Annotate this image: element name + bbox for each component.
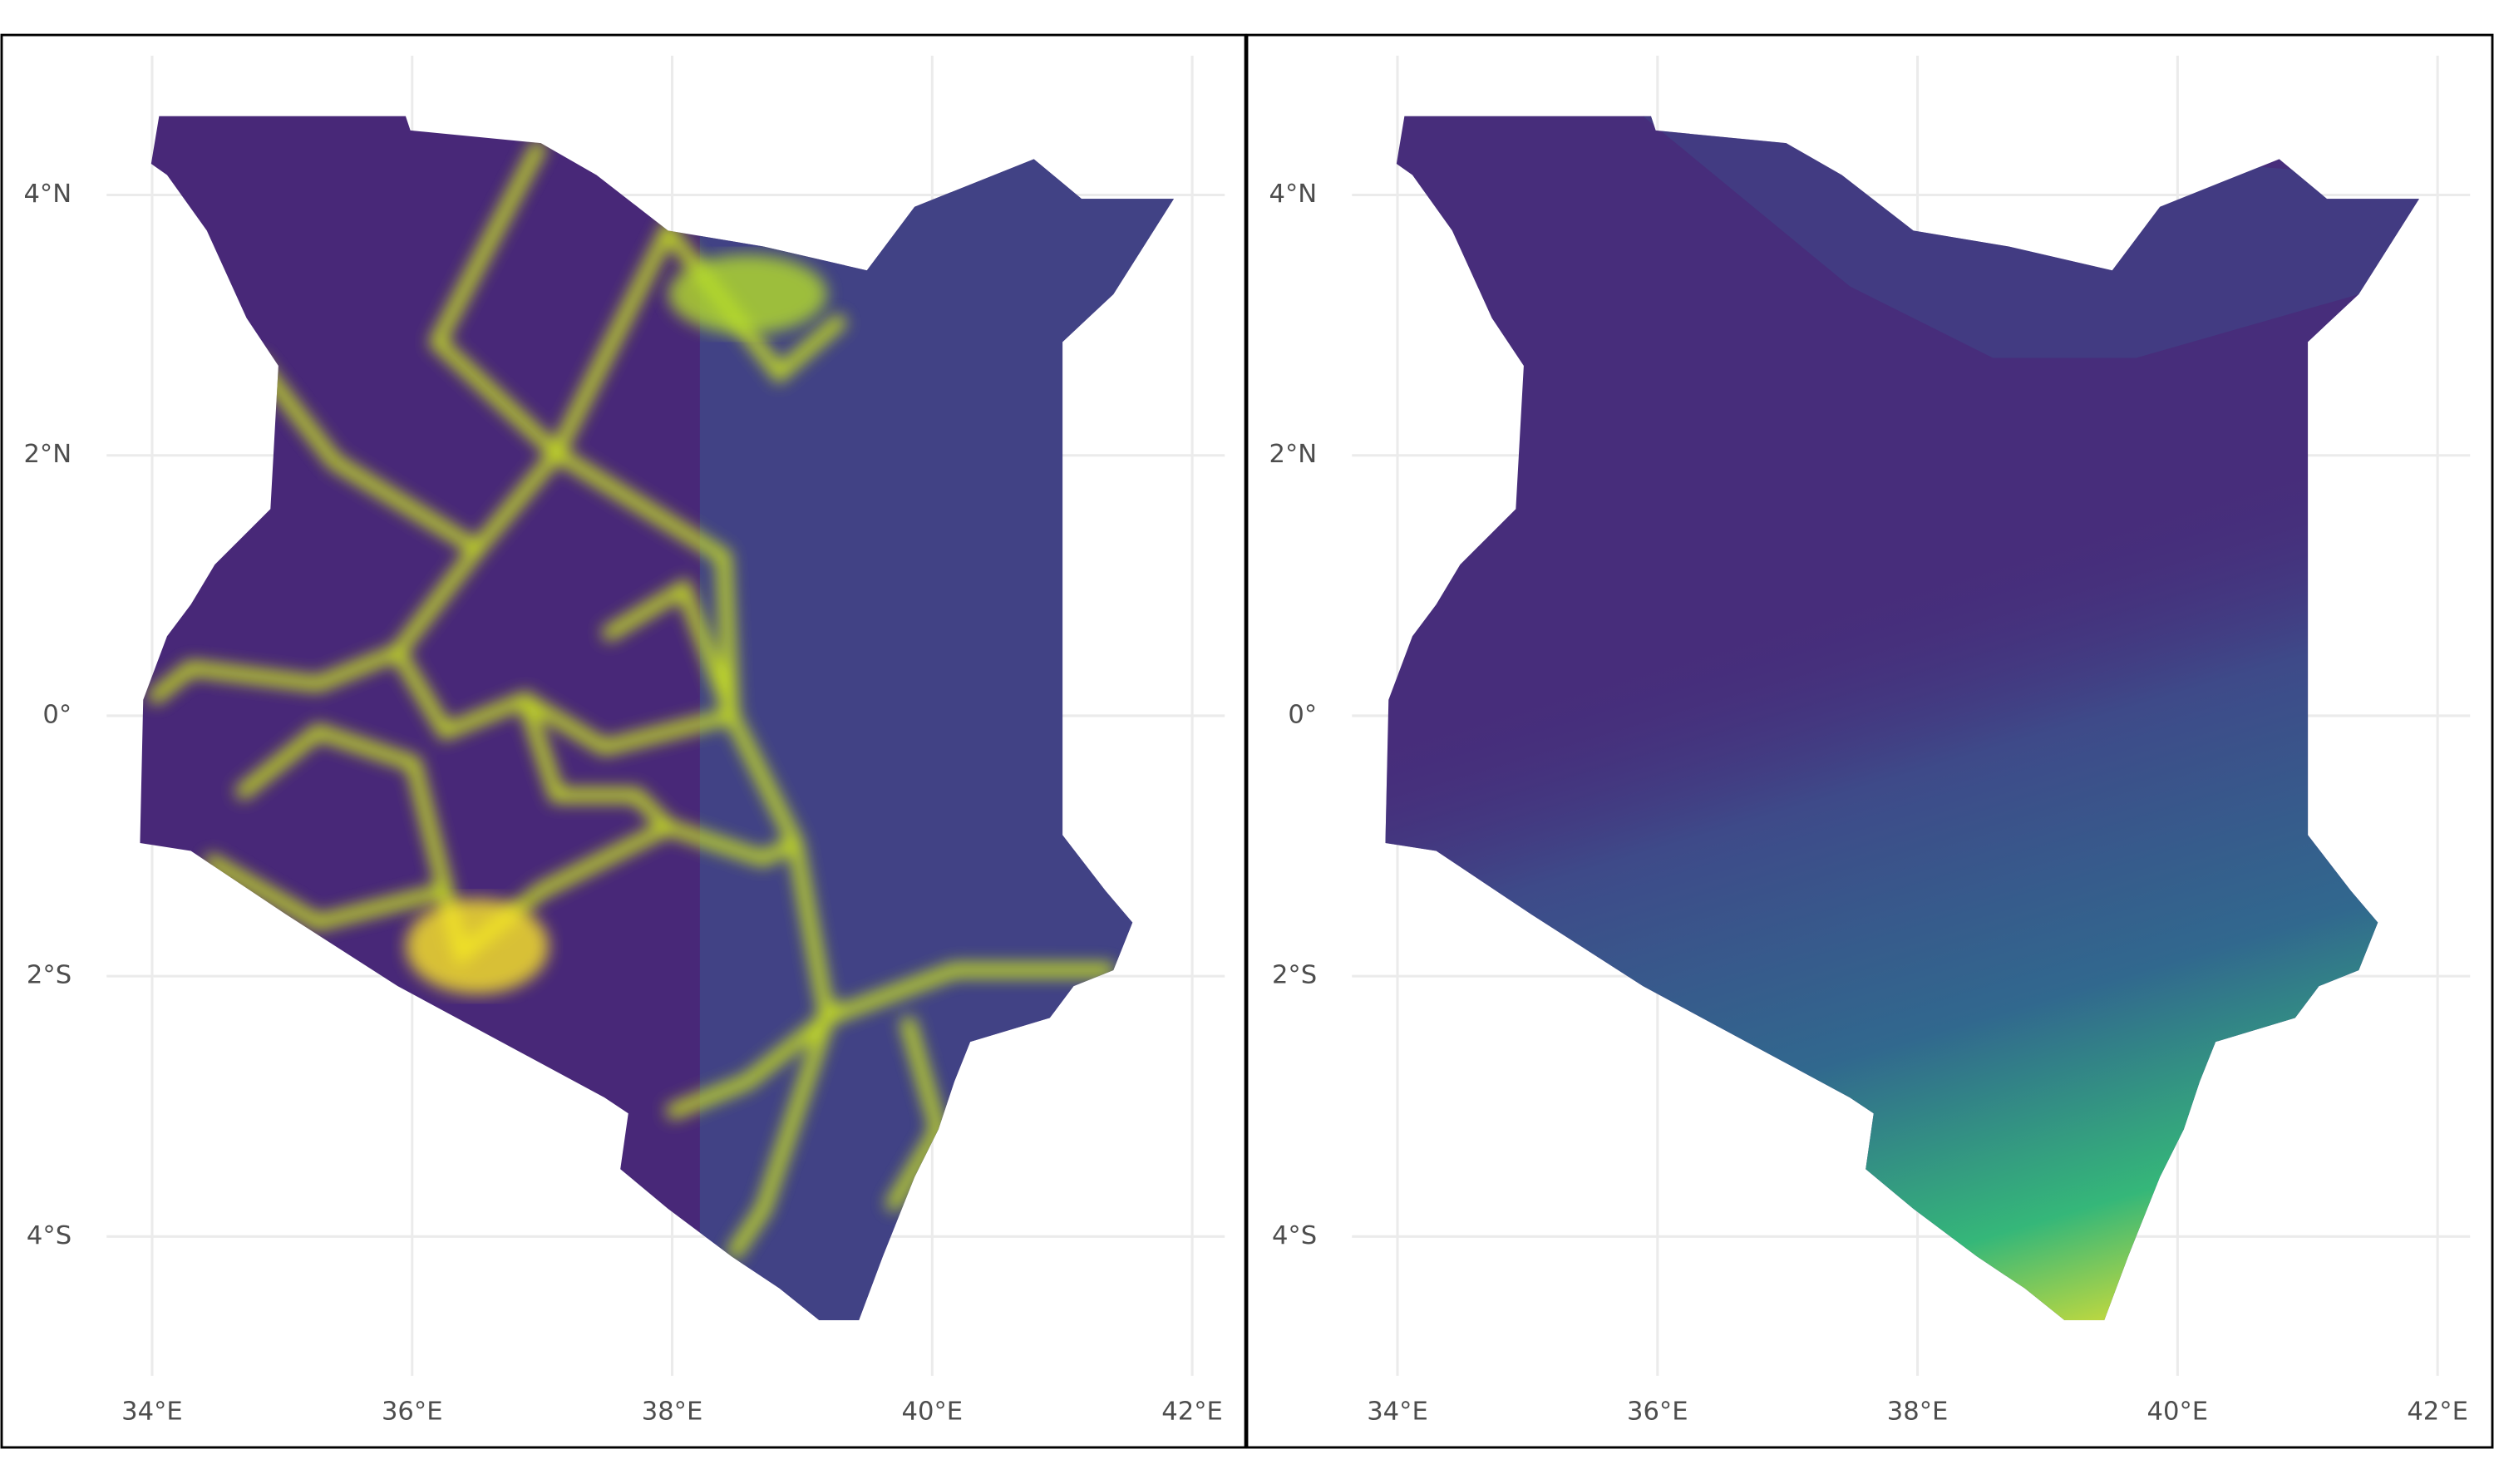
- raster-field: [140, 116, 1174, 1320]
- y-tick-label: 2°S: [1272, 961, 1317, 990]
- panel-frame: [0, 33, 1247, 1449]
- y-tick-label: 0°: [42, 700, 71, 729]
- x-tick-label: 36°E: [382, 1397, 443, 1426]
- y-tick-label: 4°N: [1269, 180, 1317, 209]
- y-tick-label: 2°N: [23, 440, 71, 469]
- raster-field: [1385, 116, 2420, 1320]
- y-tick-label: 2°N: [1269, 440, 1317, 469]
- x-tick-label: 34°E: [1367, 1397, 1428, 1426]
- y-tick-label: 0°: [1288, 700, 1317, 729]
- panel: 34°E 36°E 38°E 40°E 42°E 4°N 2°N 0° 2°S 4°S: [1245, 33, 2494, 1449]
- y-tick-label: 4°S: [1272, 1221, 1317, 1250]
- x-tick-label: 34°E: [121, 1397, 183, 1426]
- panel: 34°E 36°E 38°E 40°E 42°E 4°N 2°N 0° 2°S 4°S: [0, 33, 1247, 1449]
- panel-frame: [1245, 33, 2494, 1449]
- x-tick-label: 38°E: [1887, 1397, 1949, 1426]
- x-tick-label: 38°E: [642, 1397, 703, 1426]
- x-tick-label: 40°E: [2147, 1397, 2209, 1426]
- x-tick-label: 42°E: [2407, 1397, 2468, 1426]
- y-tick-label: 4°N: [23, 180, 71, 209]
- x-tick-label: 42°E: [1161, 1397, 1223, 1426]
- y-tick-label: 4°S: [27, 1221, 71, 1250]
- y-tick-label: 2°S: [27, 961, 71, 990]
- x-tick-label: 40°E: [902, 1397, 964, 1426]
- x-tick-label: 36°E: [1627, 1397, 1688, 1426]
